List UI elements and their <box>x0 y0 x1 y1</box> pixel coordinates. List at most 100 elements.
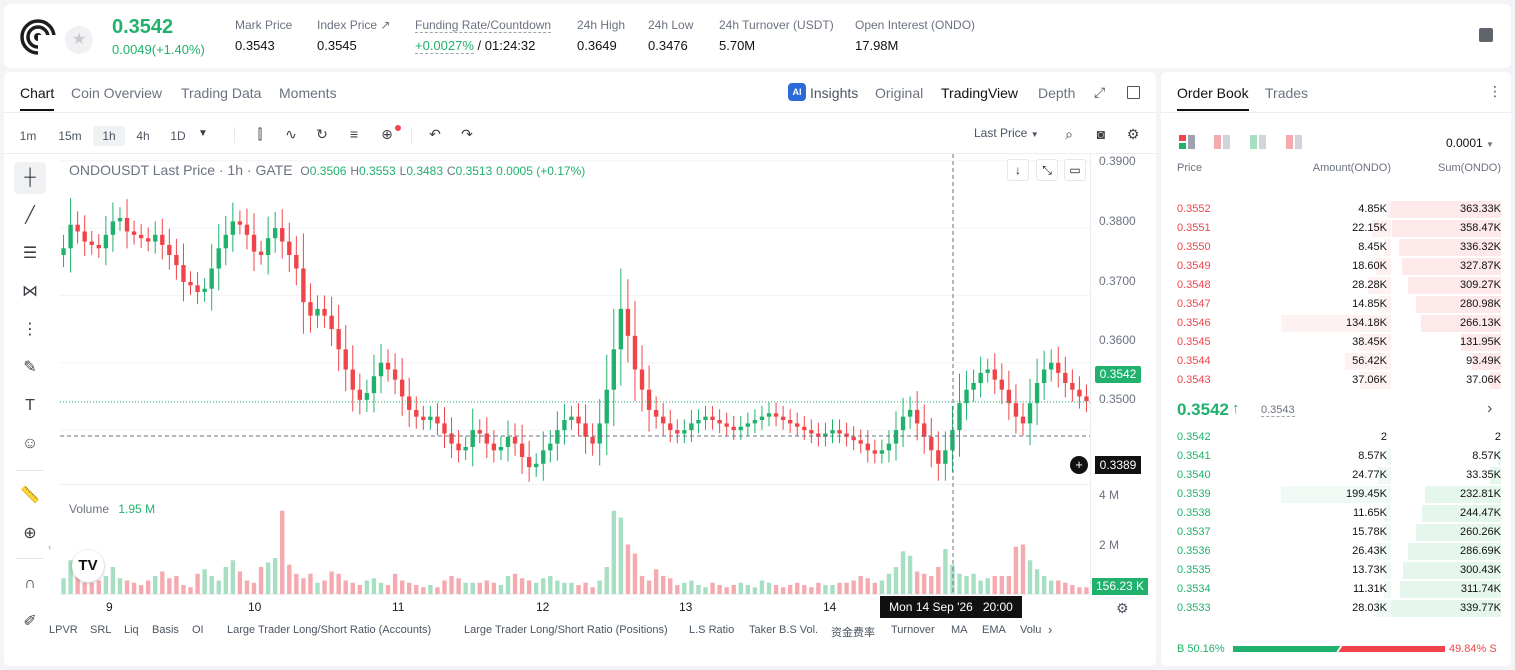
price-type-select[interactable]: Last Price ▼ <box>974 126 1039 140</box>
ask-row[interactable]: 0.3550 8.45K 336.32K <box>1161 238 1511 257</box>
search-icon[interactable]: ⌕ <box>1065 126 1073 142</box>
tab-trades[interactable]: Trades <box>1265 85 1309 101</box>
ask-row[interactable]: 0.3544 56.42K 93.49K <box>1161 352 1511 371</box>
horizontal-lines-tool-icon[interactable]: ☰ <box>22 245 38 262</box>
expand-icon[interactable]: ⤢ <box>1094 84 1106 100</box>
candle-type-icon[interactable]: ⫿ <box>257 126 263 142</box>
ruler-tool-icon[interactable]: 📏 <box>20 487 40 504</box>
indicator-funding-rate[interactable]: 资金费率 <box>831 627 875 639</box>
indicator-basis[interactable]: Basis <box>152 624 179 636</box>
ask-row[interactable]: 0.3546 134.18K 266.13K <box>1161 314 1511 333</box>
ask-row[interactable]: 0.3543 37.06K 37.06K <box>1161 371 1511 390</box>
tab-trading-data[interactable]: Trading Data <box>181 85 262 101</box>
bid-row[interactable]: 0.3533 28.03K 339.77K <box>1161 599 1511 618</box>
timeframe-1d[interactable]: 1D <box>170 129 186 143</box>
view-bids-icon[interactable] <box>1250 135 1266 149</box>
indicator-lpvr[interactable]: LPVR <box>49 624 78 636</box>
candle-body <box>526 457 532 468</box>
indicator-ema[interactable]: EMA <box>982 624 1006 636</box>
undo-icon[interactable]: ↶ <box>429 126 441 142</box>
candle-body <box>1041 369 1047 383</box>
tab-coin-overview[interactable]: Coin Overview <box>71 85 163 101</box>
ask-row[interactable]: 0.3548 28.28K 309.27K <box>1161 276 1511 295</box>
view-asks-icon[interactable] <box>1214 135 1230 149</box>
more-options-icon[interactable]: ⋮ <box>1488 83 1502 99</box>
scroll-down-icon[interactable]: ↓ <box>1007 159 1029 181</box>
bid-row[interactable]: 0.3539 199.45K 232.81K <box>1161 485 1511 504</box>
ask-row[interactable]: 0.3547 14.85K 280.98K <box>1161 295 1511 314</box>
indicator-turnover[interactable]: Turnover <box>891 624 935 636</box>
magnet-tool-icon[interactable]: ∩ <box>24 575 36 592</box>
view-both-icon[interactable] <box>1179 135 1195 149</box>
index-price-link[interactable]: Index Price ↗ <box>317 18 391 32</box>
replay-icon[interactable]: ↻ <box>316 126 328 142</box>
volume-bar <box>724 587 729 594</box>
indicators-icon[interactable]: ∿ <box>285 126 297 142</box>
add-alert-icon[interactable]: + <box>1070 456 1088 474</box>
pattern-tool-icon[interactable]: ⋈ <box>22 283 38 300</box>
candle-body <box>251 234 257 252</box>
tab-tradingview[interactable]: TradingView <box>941 85 1019 101</box>
timeframe-15m[interactable]: 15m <box>58 129 82 143</box>
indicator-trader-positions[interactable]: Large Trader Long/Short Ratio (Positions… <box>464 624 668 636</box>
tab-order-book[interactable]: Order Book <box>1177 85 1249 111</box>
price-axis-tick: 0.3700 <box>1099 274 1136 288</box>
pencil-lock-tool-icon[interactable]: ✐ <box>23 613 37 630</box>
collapse-toolbar-icon[interactable]: ‹ <box>48 542 52 553</box>
emoji-tool-icon[interactable]: ☺ <box>21 435 39 452</box>
bid-row[interactable]: 0.3534 11.31K 311.74K <box>1161 580 1511 599</box>
ask-row[interactable]: 0.3551 22.15K 358.47K <box>1161 219 1511 238</box>
indicator-trader-accounts[interactable]: Large Trader Long/Short Ratio (Accounts) <box>227 624 432 636</box>
timeframe-4h[interactable]: 4h <box>136 129 150 143</box>
bid-row[interactable]: 0.3538 11.65K 244.47K <box>1161 504 1511 523</box>
bid-row[interactable]: 0.3535 13.73K 300.43K <box>1161 561 1511 580</box>
tab-insights[interactable]: Insights <box>810 85 859 101</box>
bid-row[interactable]: 0.3542 2 2 <box>1161 428 1511 447</box>
tab-original[interactable]: Original <box>875 85 924 101</box>
guide-book-icon[interactable] <box>1479 28 1493 42</box>
fib-tool-icon[interactable]: ⋮ <box>22 321 38 338</box>
indicator-liq[interactable]: Liq <box>124 624 139 636</box>
window-icon[interactable] <box>1127 86 1140 99</box>
indicator-taker-vol[interactable]: Taker B.S Vol. <box>749 624 819 636</box>
chevron-right-icon[interactable]: › <box>1487 400 1493 417</box>
view-trades-icon[interactable] <box>1286 135 1302 149</box>
template-icon[interactable]: ≡ <box>349 126 359 142</box>
tab-depth[interactable]: Depth <box>1038 85 1076 101</box>
price-chart[interactable] <box>60 154 1094 594</box>
tab-chart[interactable]: Chart <box>20 85 55 111</box>
ask-row[interactable]: 0.3549 18.60K 327.87K <box>1161 257 1511 276</box>
tab-moments[interactable]: Moments <box>279 85 337 101</box>
crosshair-tool-icon[interactable]: ┼ <box>14 162 46 194</box>
camera-icon[interactable]: ◙ <box>1096 126 1106 142</box>
bid-row[interactable]: 0.3537 15.78K 260.26K <box>1161 523 1511 542</box>
funding-rate-label[interactable]: Funding Rate/Countdown <box>415 18 552 33</box>
trendline-tool-icon[interactable]: ╱ <box>25 207 35 224</box>
bid-row[interactable]: 0.3541 8.57K 8.57K <box>1161 447 1511 466</box>
indicator-ls-ratio[interactable]: L.S Ratio <box>689 624 735 636</box>
collapse-arrows-icon[interactable]: ⤡ <box>1036 159 1058 181</box>
candle-body <box>717 420 722 424</box>
ask-row[interactable]: 0.3545 38.45K 131.95K <box>1161 333 1511 352</box>
indicator-oi[interactable]: OI <box>192 624 204 636</box>
redo-icon[interactable]: ↷ <box>461 126 473 142</box>
zoom-in-tool-icon[interactable]: ⊕ <box>23 525 37 542</box>
maximize-icon[interactable]: ▭ <box>1064 159 1086 181</box>
indicator-srl[interactable]: SRL <box>90 624 112 636</box>
favorite-star-icon[interactable]: ★ <box>65 26 93 54</box>
brush-tool-icon[interactable]: ✎ <box>23 359 37 376</box>
axis-settings-icon[interactable]: ⚙ <box>1116 600 1129 616</box>
gear-icon[interactable]: ⚙ <box>1126 126 1140 142</box>
indicator-volume[interactable]: Volu <box>1020 624 1042 636</box>
bid-row[interactable]: 0.3540 24.77K 33.35K <box>1161 466 1511 485</box>
ask-row[interactable]: 0.3552 4.85K 363.33K <box>1161 200 1511 219</box>
indicator-ma[interactable]: MA <box>951 624 968 636</box>
timeframe-dropdown-icon[interactable]: ▼ <box>198 128 208 139</box>
timeframe-1h[interactable]: 1h <box>93 126 125 146</box>
add-indicator-icon[interactable]: ⊕ <box>381 126 393 142</box>
precision-select[interactable]: 0.0001 ▼ <box>1446 136 1494 150</box>
timeframe-1m[interactable]: 1m <box>19 129 37 143</box>
chevron-right-icon[interactable]: › <box>1048 622 1053 637</box>
text-tool-icon[interactable]: T <box>25 397 35 414</box>
bid-row[interactable]: 0.3536 26.43K 286.69K <box>1161 542 1511 561</box>
